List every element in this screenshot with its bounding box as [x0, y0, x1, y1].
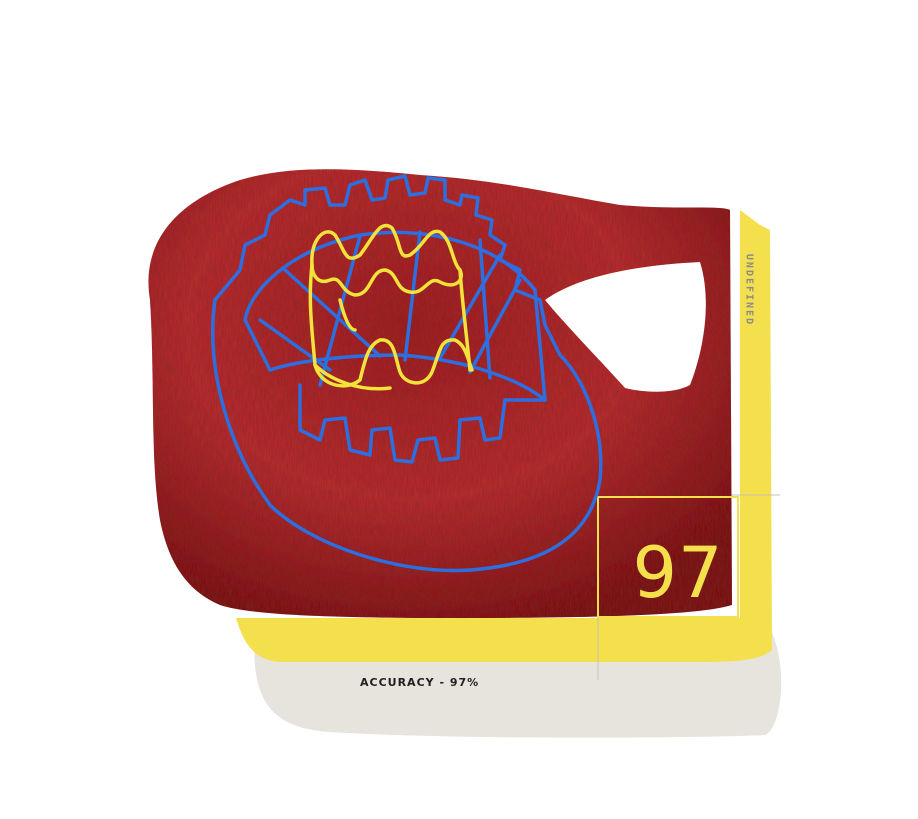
side-label: UNDEFINED: [743, 253, 755, 327]
accuracy-caption: ACCURACY - 97%: [360, 676, 480, 689]
fabric-patch: [148, 169, 732, 618]
score-number: 97: [632, 532, 724, 614]
blue-thread: [211, 174, 603, 573]
score-box: [597, 496, 739, 618]
yellow-thread: [308, 223, 474, 391]
